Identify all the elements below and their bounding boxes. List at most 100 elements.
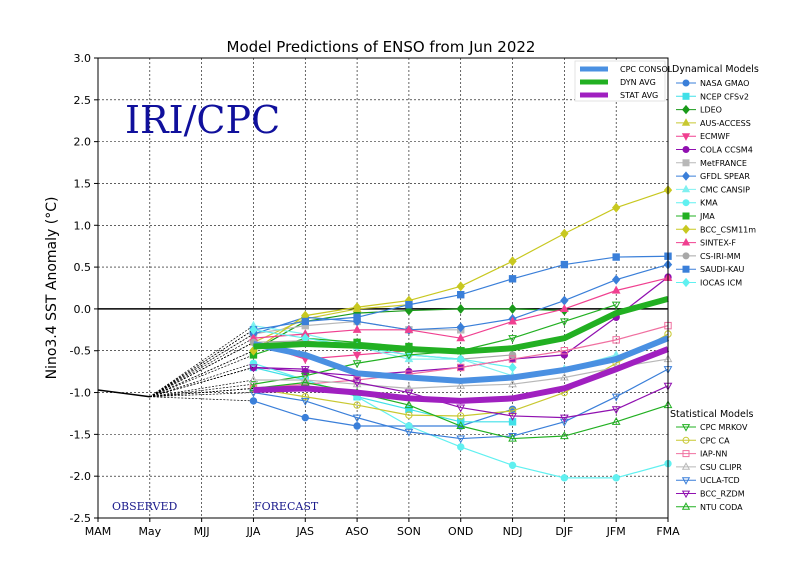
series-point — [612, 336, 620, 344]
legend-label: CSU CLIPR — [700, 463, 742, 472]
legend-label: IOCAS ICM — [700, 279, 742, 288]
series-point — [404, 383, 414, 392]
series-point — [559, 372, 569, 381]
series-point — [457, 290, 465, 299]
legend-label: CPC MRKOV — [700, 423, 748, 432]
dynamical-legend: NASA GMAO NCEP CFSv2 LDEO AUS-ACCESS ECMWF CO… — [676, 79, 756, 288]
series-point — [508, 432, 517, 441]
series-point — [508, 351, 517, 359]
legend-label: DYN AVG — [620, 78, 656, 87]
legend-marker — [681, 133, 691, 141]
legend-label: ECMWF — [700, 132, 730, 141]
series-point — [559, 418, 569, 427]
series-point — [611, 416, 621, 425]
series-point — [508, 316, 517, 325]
series-point — [456, 380, 466, 389]
y-tick-label: 0.5 — [74, 261, 92, 274]
series-point — [405, 411, 413, 419]
legend-marker — [681, 490, 691, 499]
series-point — [301, 317, 309, 326]
legend-label: KMA — [700, 199, 718, 208]
series-point — [508, 461, 517, 470]
series-point — [611, 285, 621, 294]
y-tick-label: -1.0 — [70, 387, 91, 400]
y-tick-label: 1.0 — [74, 219, 92, 232]
legend-marker — [681, 502, 691, 510]
legend-label: BCC_CSM11m — [700, 225, 756, 234]
series-point — [352, 360, 362, 369]
series-point — [249, 364, 258, 373]
series-point — [456, 303, 465, 314]
series-point — [508, 379, 517, 388]
series-line — [253, 400, 513, 427]
observed-connector — [149, 362, 254, 398]
legend-marker — [682, 265, 690, 273]
legend-label: GFDL SPEAR — [700, 172, 750, 181]
series-point — [456, 421, 466, 430]
series-point — [612, 202, 621, 213]
legend-label: NASA GMAO — [700, 79, 749, 88]
series-point — [353, 313, 361, 321]
series-line — [253, 304, 409, 343]
series-point — [612, 474, 620, 482]
y-tick-label: 3.0 — [74, 52, 92, 65]
legend-label: IAP-NN — [700, 450, 727, 459]
x-tick-label: JAS — [295, 525, 314, 538]
series-point — [301, 393, 309, 401]
series-point — [560, 347, 569, 355]
legend-marker — [682, 450, 690, 458]
x-tick-label: MAM — [85, 525, 112, 538]
legend-label: COLA CCSM4 — [700, 146, 753, 155]
consensus-legend: CPC CONSOL DYN AVG STAT AVG — [574, 60, 673, 102]
series-line — [253, 368, 669, 440]
legend-marker — [681, 477, 691, 485]
series-point — [457, 412, 465, 420]
series-point — [560, 474, 569, 482]
series-point — [404, 324, 414, 333]
series-point — [404, 351, 414, 360]
series-point — [560, 228, 569, 239]
series-point — [404, 389, 414, 398]
axis-ticks: 3.0 2.5 2.0 1.5 1.0 0.5 0.0 -0.5 -1.0 -1.5 -2.0 -2.… — [70, 52, 681, 538]
legend-label: NCEP CFSv2 — [700, 92, 749, 101]
consensus-line — [253, 346, 670, 404]
statistical-legend-title: Statistical Models — [670, 409, 753, 420]
series-point — [559, 431, 569, 440]
series-point — [249, 324, 258, 335]
series-point — [352, 379, 362, 388]
series-point — [508, 362, 517, 373]
series-point — [611, 301, 621, 310]
observed-connector — [149, 333, 254, 398]
y-axis-label: Nino3.4 SST Anomaly (°C) — [44, 197, 60, 380]
legend-label: CS-IRI-MM — [700, 252, 741, 261]
x-tick-label: SON — [397, 525, 421, 538]
y-tick-label: -2.0 — [70, 470, 91, 483]
series-point — [456, 333, 466, 342]
series-point — [249, 397, 258, 405]
series-line — [253, 329, 513, 369]
legend-label: SAUDI-KAU — [700, 265, 745, 274]
series-point — [405, 422, 413, 430]
series-point — [559, 318, 569, 327]
y-tick-label: -2.5 — [70, 512, 91, 525]
legend-label: JMA — [699, 212, 715, 221]
series-point — [559, 304, 569, 312]
legend-label: STAT AVG — [620, 91, 658, 100]
series-point — [508, 407, 517, 415]
series-point — [508, 256, 517, 267]
x-tick-label: OND — [448, 525, 473, 538]
series-point — [559, 414, 569, 423]
observed-label: OBSERVED — [112, 500, 178, 513]
consensus-line — [252, 335, 670, 384]
legend-label: AUS-ACCESS — [700, 119, 751, 128]
legend-marker — [682, 436, 690, 444]
series-point — [249, 359, 258, 367]
series-point — [508, 412, 517, 421]
series-point — [249, 375, 258, 384]
x-tick-label: NDJ — [503, 525, 523, 538]
legend-marker — [682, 79, 690, 87]
series-point — [300, 377, 310, 386]
series-point — [508, 335, 517, 344]
legend-marker — [682, 146, 690, 153]
